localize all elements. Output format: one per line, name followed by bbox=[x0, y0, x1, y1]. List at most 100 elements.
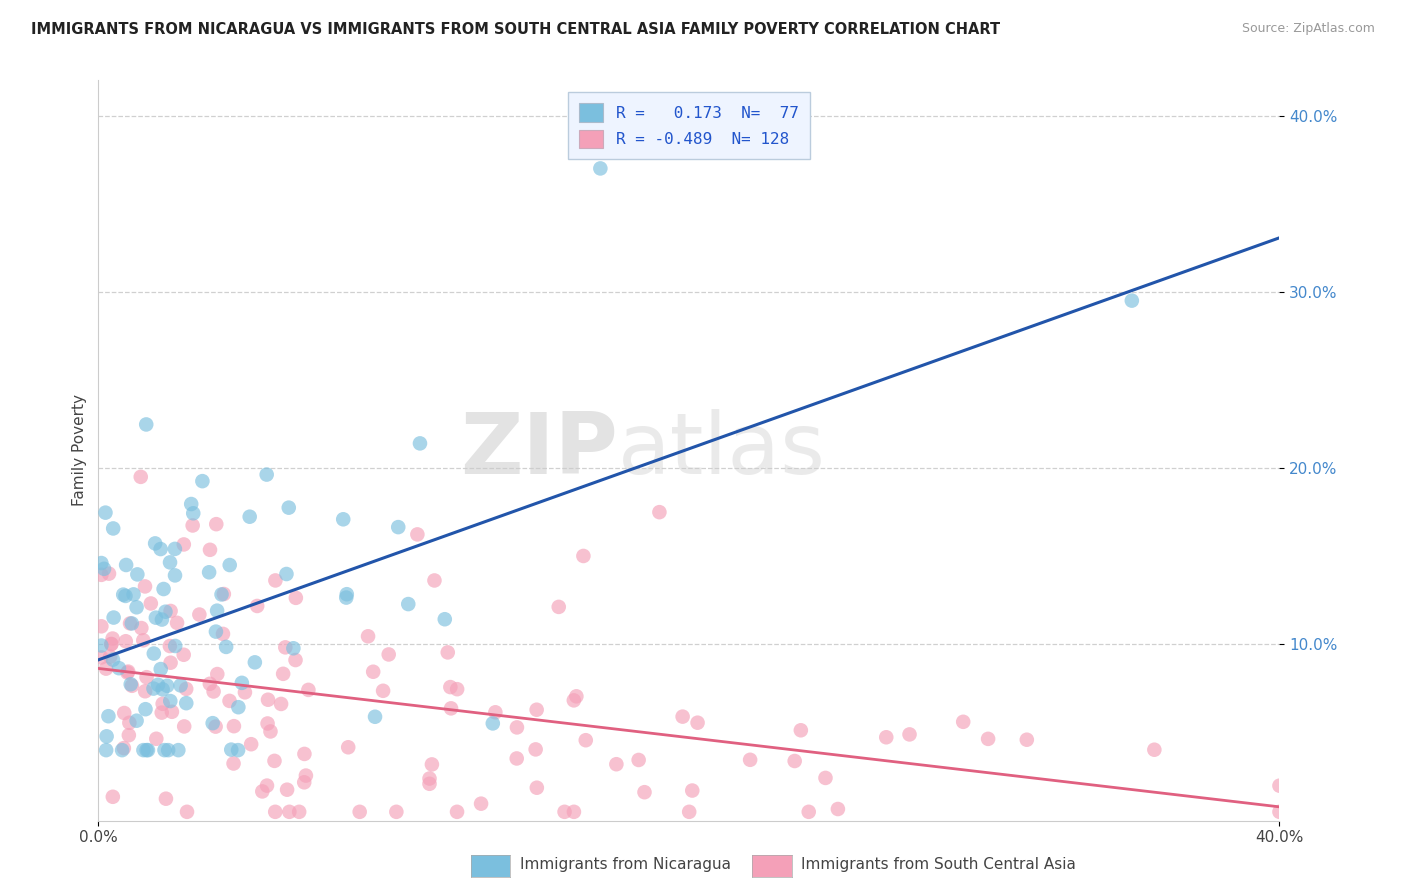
Point bbox=[740, 753, 762, 767]
Point bbox=[524, 742, 547, 756]
Point bbox=[295, 768, 318, 782]
Point bbox=[898, 727, 921, 741]
Point bbox=[526, 703, 548, 717]
Point bbox=[101, 653, 124, 667]
Point bbox=[150, 706, 173, 720]
Point bbox=[96, 729, 118, 743]
Point bbox=[633, 785, 655, 799]
Point bbox=[145, 610, 167, 624]
Point bbox=[115, 558, 138, 572]
Point bbox=[446, 805, 468, 819]
Point bbox=[335, 591, 357, 605]
Point bbox=[118, 728, 141, 742]
Point bbox=[277, 500, 299, 515]
Point bbox=[103, 610, 125, 624]
Point bbox=[198, 542, 221, 557]
Point bbox=[686, 715, 709, 730]
Point bbox=[506, 751, 529, 765]
Point bbox=[256, 467, 278, 482]
Point bbox=[159, 555, 181, 569]
Point bbox=[409, 436, 432, 450]
Point bbox=[814, 771, 837, 785]
Point bbox=[169, 678, 191, 692]
Point bbox=[294, 747, 316, 761]
Point bbox=[332, 512, 354, 526]
Y-axis label: Family Poverty: Family Poverty bbox=[72, 394, 87, 507]
Point bbox=[94, 743, 117, 757]
Point bbox=[562, 805, 585, 819]
Point bbox=[121, 679, 143, 693]
Point bbox=[122, 587, 145, 601]
Point bbox=[98, 649, 121, 664]
Point bbox=[207, 667, 229, 681]
Text: Immigrants from Nicaragua: Immigrants from Nicaragua bbox=[520, 857, 731, 871]
Point bbox=[112, 588, 135, 602]
Point bbox=[875, 731, 897, 745]
Point bbox=[270, 697, 292, 711]
Legend: R =   0.173  N=  77, R = -0.489  N= 128: R = 0.173 N= 77, R = -0.489 N= 128 bbox=[568, 92, 810, 159]
Point bbox=[120, 677, 142, 691]
Point bbox=[198, 566, 221, 580]
Point bbox=[484, 706, 506, 720]
Point bbox=[215, 640, 238, 654]
Point bbox=[114, 589, 136, 603]
Point bbox=[118, 616, 141, 631]
Point bbox=[134, 579, 156, 593]
Point bbox=[387, 520, 409, 534]
Point bbox=[159, 604, 181, 618]
Text: atlas: atlas bbox=[619, 409, 827, 492]
Point bbox=[136, 743, 159, 757]
Point bbox=[155, 605, 177, 619]
Point bbox=[572, 549, 595, 563]
Point bbox=[125, 714, 148, 728]
Point bbox=[952, 714, 974, 729]
Point bbox=[1143, 743, 1166, 757]
Point bbox=[90, 650, 112, 665]
Point bbox=[423, 574, 446, 588]
Point bbox=[93, 562, 115, 576]
Point bbox=[150, 613, 173, 627]
Point bbox=[226, 743, 249, 757]
Point bbox=[790, 723, 813, 738]
Point bbox=[101, 789, 124, 804]
Point bbox=[167, 743, 190, 757]
Point bbox=[554, 805, 576, 819]
Point bbox=[233, 685, 256, 699]
Point bbox=[218, 558, 240, 572]
Point bbox=[201, 716, 224, 731]
Point bbox=[264, 574, 287, 588]
Point bbox=[357, 629, 380, 643]
Point bbox=[256, 779, 278, 793]
Point bbox=[278, 805, 301, 819]
Point bbox=[605, 757, 627, 772]
Point bbox=[127, 567, 149, 582]
Point bbox=[1268, 805, 1291, 819]
Point bbox=[166, 615, 188, 630]
Point bbox=[436, 645, 458, 659]
Point bbox=[101, 632, 124, 646]
Point bbox=[681, 783, 703, 797]
Point bbox=[204, 720, 226, 734]
Point bbox=[149, 662, 172, 676]
Point bbox=[114, 634, 136, 648]
Point bbox=[212, 627, 235, 641]
Point bbox=[173, 537, 195, 551]
Point bbox=[283, 641, 305, 656]
Point bbox=[284, 591, 307, 605]
Text: Immigrants from South Central Asia: Immigrants from South Central Asia bbox=[801, 857, 1077, 871]
Point bbox=[219, 742, 242, 756]
Point bbox=[202, 684, 225, 698]
Point bbox=[276, 782, 298, 797]
Point bbox=[212, 587, 235, 601]
Point bbox=[125, 600, 148, 615]
Point bbox=[173, 719, 195, 733]
Point bbox=[446, 682, 468, 697]
Point bbox=[364, 710, 387, 724]
Point bbox=[481, 716, 503, 731]
Point bbox=[149, 542, 172, 557]
Point bbox=[142, 681, 165, 696]
Text: Source: ZipAtlas.com: Source: ZipAtlas.com bbox=[1241, 22, 1375, 36]
Point bbox=[129, 470, 152, 484]
Point bbox=[98, 566, 121, 581]
Point bbox=[506, 720, 529, 734]
